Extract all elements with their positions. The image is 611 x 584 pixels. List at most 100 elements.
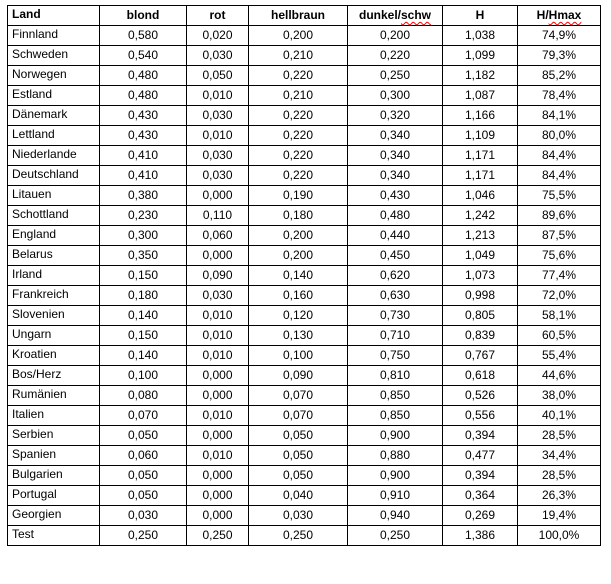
value-cell: 0,477: [442, 445, 518, 466]
value-cell: 1,049: [442, 245, 518, 266]
column-header-h: H: [442, 5, 518, 26]
value-cell: 0,380: [99, 185, 187, 206]
table-row: Slovenien 0,140 0,010 0,120 0,730 0,805 58,1%: [7, 305, 601, 326]
value-cell: 0,620: [347, 265, 443, 286]
value-cell: 0,010: [186, 445, 249, 466]
value-cell: 0,200: [248, 25, 348, 46]
column-header-hellbraun: hellbraun: [248, 5, 348, 26]
table-row: England 0,300 0,060 0,200 0,440 1,213 87,5%: [7, 225, 601, 246]
value-cell: 0,000: [186, 485, 249, 506]
value-cell: 1,386: [442, 525, 518, 546]
value-cell: 0,210: [248, 85, 348, 106]
value-cell: 1,182: [442, 65, 518, 86]
value-cell: 0,250: [347, 65, 443, 86]
value-cell: 0,030: [248, 505, 348, 526]
value-cell: 0,040: [248, 485, 348, 506]
country-cell: Kroatien: [7, 345, 100, 366]
country-cell: Deutschland: [7, 165, 100, 186]
country-cell: Bulgarien: [7, 465, 100, 486]
value-cell: 0,140: [99, 345, 187, 366]
value-cell: 0,480: [99, 85, 187, 106]
value-cell: 0,070: [248, 405, 348, 426]
value-cell: 0,250: [99, 525, 187, 546]
value-cell: 0,540: [99, 45, 187, 66]
value-cell: 0,190: [248, 185, 348, 206]
value-cell: 1,109: [442, 125, 518, 146]
value-cell: 0,000: [186, 505, 249, 526]
header-row: Land blond rot hellbraun dunkel/schw H H…: [7, 5, 601, 26]
spellcheck-underline: schw: [401, 8, 432, 22]
value-cell: 80,0%: [517, 125, 601, 146]
value-cell: 0,010: [186, 305, 249, 326]
column-header-dunkel-schw: dunkel/schw: [347, 5, 443, 26]
country-cell: Estland: [7, 85, 100, 106]
header-text: H/: [536, 8, 549, 22]
value-cell: 0,050: [248, 465, 348, 486]
value-cell: 0,710: [347, 325, 443, 346]
value-cell: 0,430: [99, 125, 187, 146]
value-cell: 0,150: [99, 265, 187, 286]
value-cell: 0,430: [99, 105, 187, 126]
value-cell: 0,480: [99, 65, 187, 86]
value-cell: 0,010: [186, 405, 249, 426]
value-cell: 0,030: [186, 145, 249, 166]
value-cell: 0,010: [186, 85, 249, 106]
country-cell: Frankreich: [7, 285, 100, 306]
value-cell: 0,480: [347, 205, 443, 226]
value-cell: 1,087: [442, 85, 518, 106]
table-row: Belarus 0,350 0,000 0,200 0,450 1,049 75,6%: [7, 245, 601, 266]
value-cell: 0,340: [347, 165, 443, 186]
value-cell: 0,200: [347, 25, 443, 46]
value-cell: 19,4%: [517, 505, 601, 526]
value-cell: 34,4%: [517, 445, 601, 466]
value-cell: 1,046: [442, 185, 518, 206]
value-cell: 0,230: [99, 205, 187, 226]
value-cell: 0,364: [442, 485, 518, 506]
country-cell: Irland: [7, 265, 100, 286]
value-cell: 38,0%: [517, 385, 601, 406]
value-cell: 0,010: [186, 345, 249, 366]
table-row: Schottland 0,230 0,110 0,180 0,480 1,242 89,6%: [7, 205, 601, 226]
value-cell: 0,940: [347, 505, 443, 526]
value-cell: 78,4%: [517, 85, 601, 106]
value-cell: 44,6%: [517, 365, 601, 386]
table-row: Portugal 0,050 0,000 0,040 0,910 0,364 26,3%: [7, 485, 601, 506]
value-cell: 0,000: [186, 185, 249, 206]
value-cell: 0,430: [347, 185, 443, 206]
value-cell: 1,171: [442, 145, 518, 166]
value-cell: 55,4%: [517, 345, 601, 366]
value-cell: 0,050: [248, 445, 348, 466]
table-header: Land blond rot hellbraun dunkel/schw H H…: [7, 5, 601, 26]
value-cell: 0,010: [186, 125, 249, 146]
value-cell: 0,180: [99, 285, 187, 306]
header-text: dunkel/: [358, 8, 401, 22]
value-cell: 1,099: [442, 45, 518, 66]
value-cell: 0,020: [186, 25, 249, 46]
value-cell: 58,1%: [517, 305, 601, 326]
value-cell: 0,850: [347, 405, 443, 426]
country-cell: England: [7, 225, 100, 246]
value-cell: 0,300: [347, 85, 443, 106]
country-cell: Niederlande: [7, 145, 100, 166]
value-cell: 0,070: [248, 385, 348, 406]
table-row: Irland 0,150 0,090 0,140 0,620 1,073 77,4%: [7, 265, 601, 286]
value-cell: 0,050: [99, 485, 187, 506]
value-cell: 75,5%: [517, 185, 601, 206]
value-cell: 0,410: [99, 165, 187, 186]
value-cell: 0,060: [99, 445, 187, 466]
table-row: Niederlande 0,410 0,030 0,220 0,340 1,171 84,4…: [7, 145, 601, 166]
value-cell: 0,730: [347, 305, 443, 326]
country-cell: Schottland: [7, 205, 100, 226]
value-cell: 0,767: [442, 345, 518, 366]
value-cell: 0,450: [347, 245, 443, 266]
country-cell: Italien: [7, 405, 100, 426]
value-cell: 1,171: [442, 165, 518, 186]
table-row: Deutschland 0,410 0,030 0,220 0,340 1,171 84,4…: [7, 165, 601, 186]
value-cell: 0,394: [442, 425, 518, 446]
value-cell: 0,220: [248, 145, 348, 166]
country-cell: Georgien: [7, 505, 100, 526]
value-cell: 0,350: [99, 245, 187, 266]
value-cell: 0,910: [347, 485, 443, 506]
value-cell: 0,580: [99, 25, 187, 46]
